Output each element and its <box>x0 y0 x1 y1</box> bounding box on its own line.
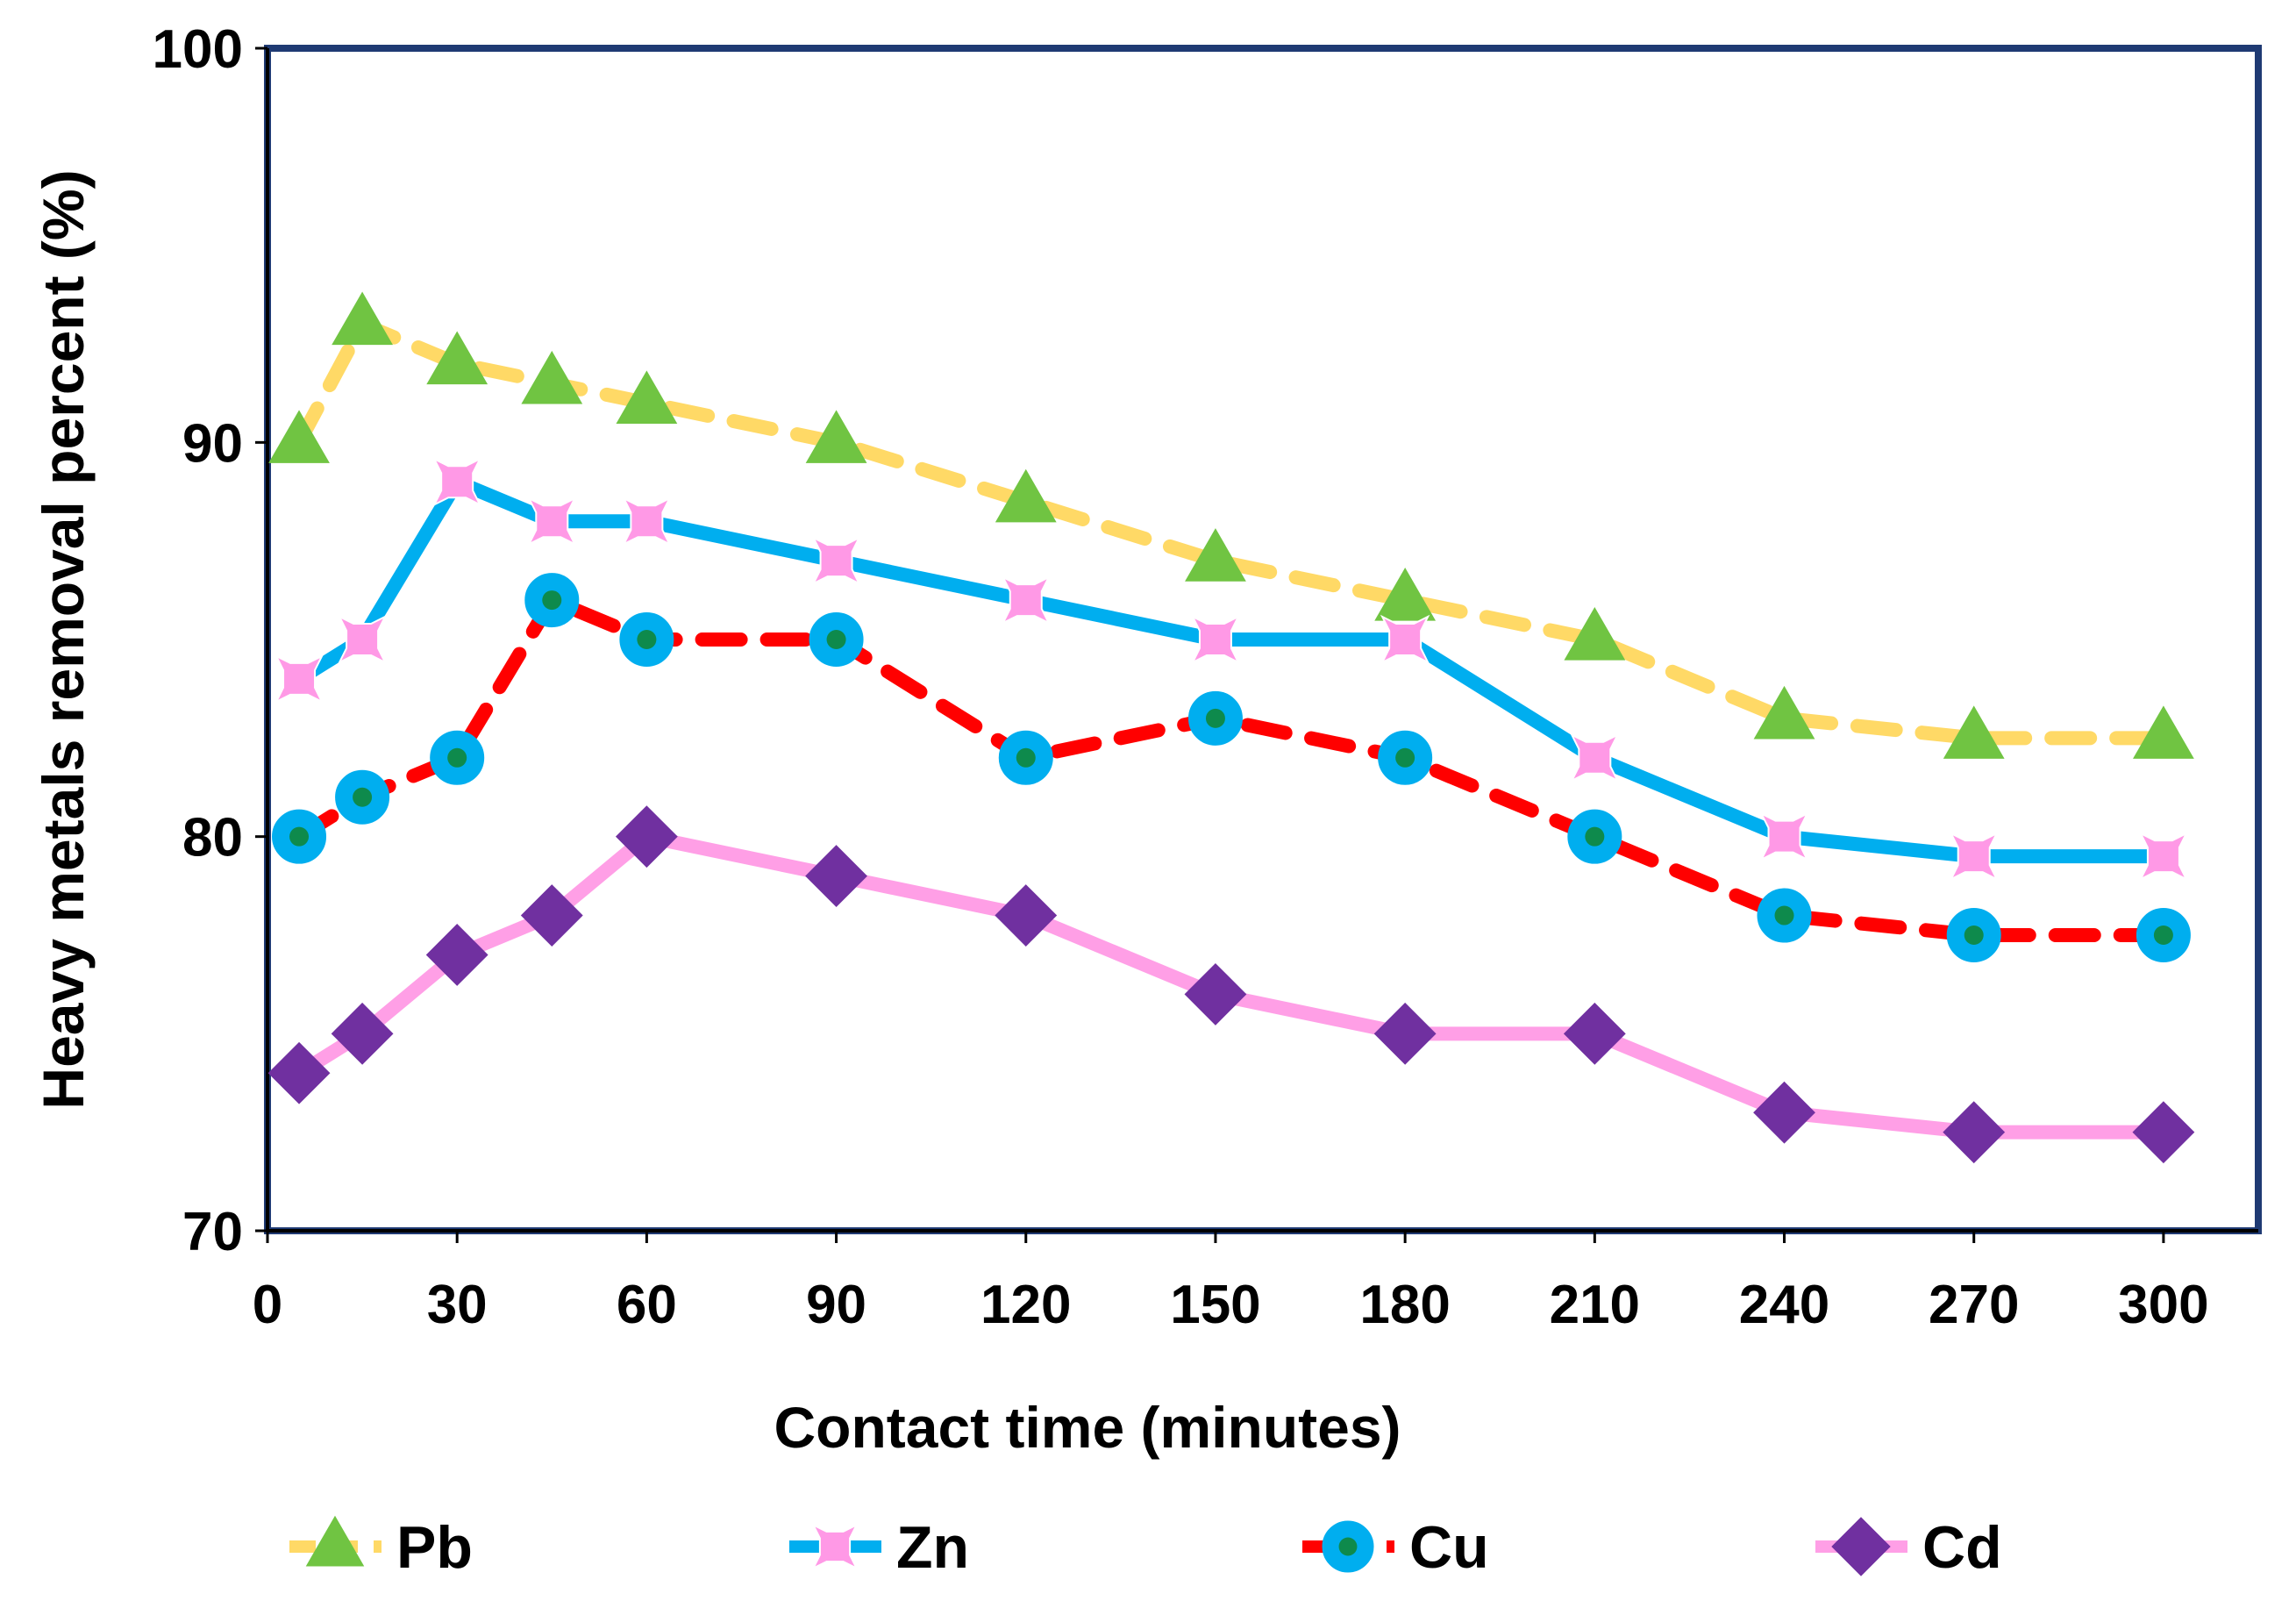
y-axis-title: Heavy metals removal percent (%) <box>31 169 96 1109</box>
marker-zn <box>431 457 482 507</box>
marker-pb <box>2133 705 2194 759</box>
x-tick-label: 120 <box>980 1275 1071 1335</box>
marker-cu-center <box>1016 747 1036 768</box>
marker-zn <box>811 535 861 586</box>
marker-pb <box>521 350 583 404</box>
x-tick-label: 180 <box>1359 1275 1450 1335</box>
marker-cd <box>2132 1101 2195 1164</box>
legend-marker-pb <box>305 1515 365 1567</box>
marker-cd <box>615 805 678 868</box>
marker-cd <box>1373 1002 1437 1065</box>
marker-zn <box>2138 831 2189 882</box>
x-tick-label: 30 <box>427 1275 488 1335</box>
marker-cu-center <box>447 747 467 768</box>
marker-zn <box>527 496 577 547</box>
marker-cu-center <box>637 630 657 649</box>
marker-cd <box>1184 962 1247 1026</box>
marker-pb <box>616 370 678 424</box>
x-tick-label: 90 <box>806 1275 866 1335</box>
marker-cd <box>805 845 867 908</box>
marker-cu-center <box>1585 826 1605 847</box>
legend-label-cd: Cd <box>1922 1514 2002 1581</box>
marker-cd <box>331 1002 394 1065</box>
legend-marker-cu-center <box>1338 1537 1358 1556</box>
marker-cd <box>1943 1101 2006 1164</box>
marker-pb <box>1753 685 1815 740</box>
marker-zn <box>1190 614 1241 665</box>
x-axis-ticks: 0 30 60 90 120 150 180 210 240 270 300 <box>253 1231 2209 1335</box>
marker-pb <box>1943 705 2005 759</box>
legend: Pb Zn Cu Cd <box>289 1514 2002 1581</box>
marker-cu-center <box>289 826 310 847</box>
marker-cu-center <box>826 630 846 649</box>
x-tick-label: 240 <box>1739 1275 1829 1335</box>
marker-cd <box>425 924 488 986</box>
y-axis-ticks: 70 80 90 100 <box>153 19 267 1262</box>
y-tick-label: 90 <box>182 413 243 474</box>
marker-cd <box>995 884 1058 947</box>
marker-cd <box>1753 1081 1815 1144</box>
x-tick-label: 60 <box>617 1275 677 1335</box>
marker-pb <box>805 410 867 463</box>
marker-zn <box>1380 614 1430 665</box>
legend-label-cu: Cu <box>1409 1514 1489 1581</box>
marker-cu-center <box>353 787 373 807</box>
marker-pb <box>426 331 488 385</box>
marker-cd <box>267 1041 331 1104</box>
y-tick-label: 100 <box>153 19 243 80</box>
marker-cu-center <box>1395 747 1415 768</box>
legend-marker-zn <box>811 1523 859 1570</box>
y-tick-label: 70 <box>182 1202 243 1262</box>
y-tick-label: 80 <box>182 808 243 868</box>
marker-zn <box>1570 733 1620 783</box>
legend-label-zn: Zn <box>896 1514 969 1581</box>
x-tick-label: 0 <box>253 1275 282 1335</box>
marker-zn <box>622 496 672 547</box>
marker-zn <box>274 654 324 704</box>
marker-cu-center <box>1205 708 1225 728</box>
marker-cu-center <box>1964 925 1984 945</box>
legend-label-pb: Pb <box>396 1514 473 1581</box>
marker-zn <box>1001 575 1051 625</box>
legend-marker-cd <box>1831 1517 1891 1576</box>
marker-pb <box>1185 528 1246 582</box>
x-tick-label: 300 <box>2118 1275 2208 1335</box>
marker-pb <box>268 410 330 463</box>
marker-pb <box>1564 606 1626 661</box>
marker-cu-center <box>1774 905 1794 925</box>
marker-cd <box>1563 1002 1626 1065</box>
marker-pb <box>1374 568 1437 621</box>
marker-zn <box>337 614 388 665</box>
x-tick-label: 270 <box>1929 1275 2019 1335</box>
marker-cd <box>520 884 583 947</box>
x-axis-title: Contact time (minutes) <box>774 1395 1401 1460</box>
marker-zn <box>1759 811 1809 861</box>
marker-cu-center <box>542 590 562 611</box>
x-tick-label: 150 <box>1170 1275 1260 1335</box>
marker-zn <box>1949 831 1999 882</box>
marker-pb <box>332 291 393 346</box>
marker-cu-center <box>2153 925 2173 945</box>
series-markers <box>267 291 2195 1164</box>
x-tick-label: 210 <box>1550 1275 1640 1335</box>
marker-pb <box>995 468 1057 523</box>
